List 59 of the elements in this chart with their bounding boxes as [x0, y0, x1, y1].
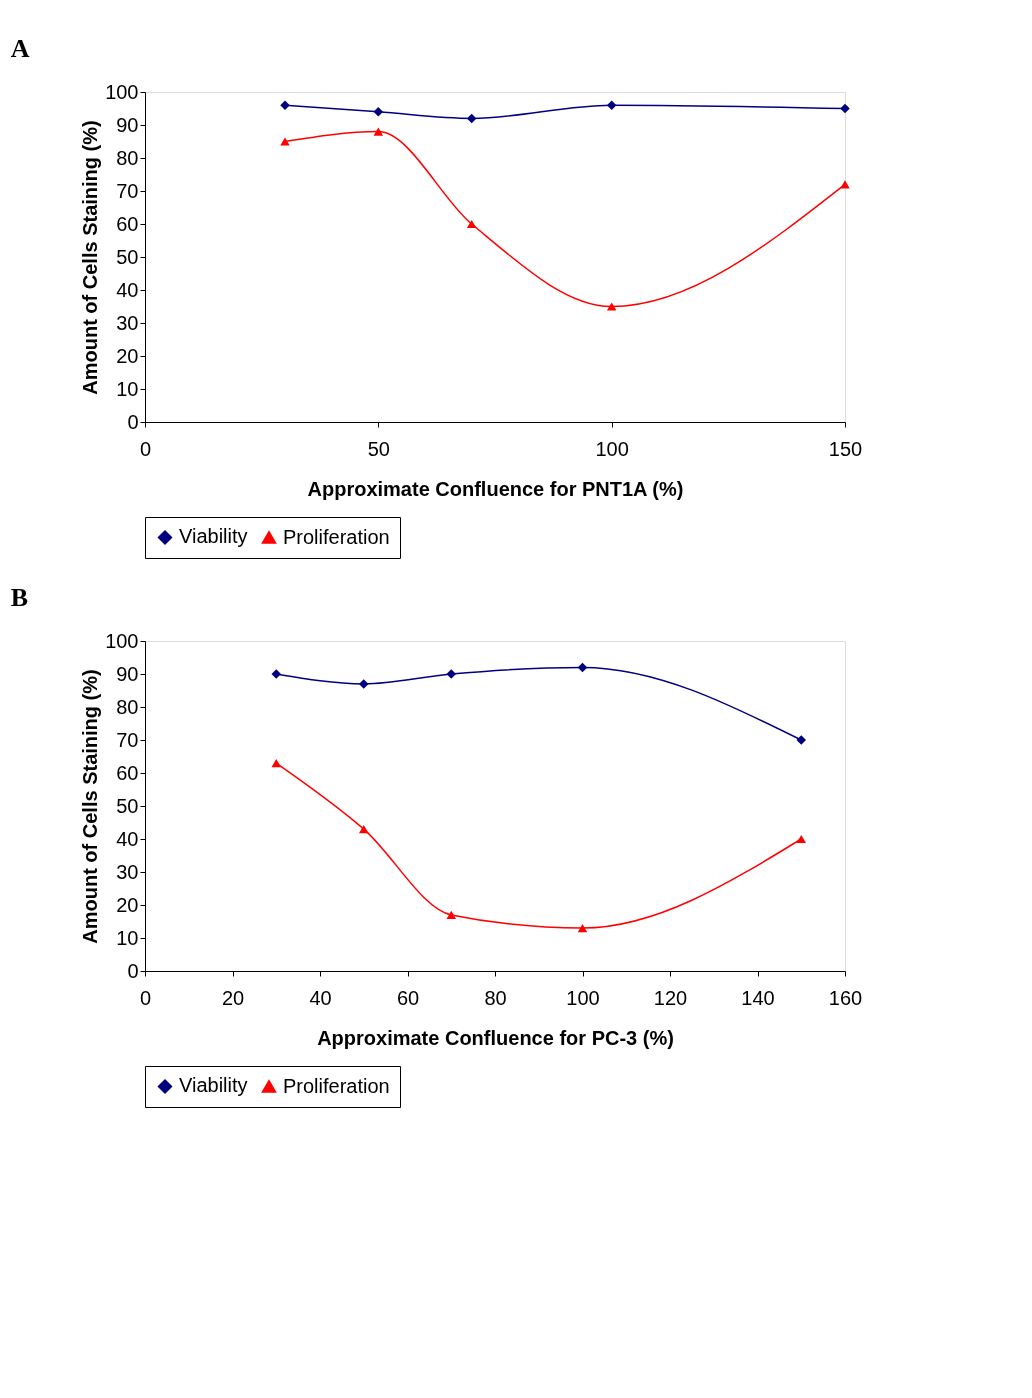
point	[271, 758, 281, 768]
y-tick-label: 70	[116, 179, 139, 202]
y-tick-label: 80	[116, 695, 139, 718]
x-tick-label: 150	[828, 437, 863, 460]
point	[606, 100, 617, 110]
y-tick-label: 70	[116, 728, 139, 751]
point	[373, 107, 384, 117]
y-tick-label: 10	[116, 377, 139, 400]
y-tick-label: 60	[116, 761, 139, 784]
y-axis-title: Amount of Cells Staining (%)	[79, 120, 102, 395]
y-tick-label: 20	[116, 344, 139, 367]
y-tick-label: 40	[116, 827, 139, 850]
legend-label: Proliferation	[283, 525, 390, 548]
point	[466, 113, 477, 124]
y-tick-label: 30	[116, 860, 139, 883]
y-tick-label: 30	[116, 311, 139, 334]
y-tick-label: 0	[127, 410, 139, 433]
y-tick-label: 90	[116, 662, 139, 685]
chart-title: A	[10, 34, 30, 63]
legend-label: Proliferation	[283, 1074, 390, 1097]
point	[373, 127, 384, 136]
point	[840, 103, 850, 114]
point	[840, 180, 850, 189]
point	[359, 824, 369, 834]
x-tick-label: 140	[741, 986, 775, 1009]
point	[359, 679, 369, 689]
point	[606, 302, 617, 311]
y-tick-label: 100	[105, 629, 139, 652]
point	[466, 219, 477, 229]
y-tick-label: 90	[116, 113, 139, 136]
y-tick-label: 0	[127, 959, 139, 982]
legend-label: Viability	[179, 1074, 248, 1097]
y-tick-label: 50	[116, 794, 139, 817]
x-tick-label: 120	[653, 986, 688, 1009]
x-axis-title: Approximate Confluence for PC-3 (%)	[317, 1026, 674, 1049]
y-tick-label: 40	[116, 278, 139, 301]
y-tick-label: 60	[116, 212, 139, 235]
x-axis-title: Approximate Confluence for PNT1A (%)	[307, 477, 684, 500]
x-tick-label: 100	[566, 986, 600, 1009]
y-tick-label: 20	[116, 893, 139, 916]
x-tick-label: 40	[309, 986, 332, 1009]
point	[796, 834, 806, 844]
x-tick-label: 80	[484, 986, 507, 1009]
x-tick-label: 160	[828, 986, 863, 1009]
y-axis-title: Amount of Cells Staining (%)	[79, 669, 102, 944]
x-tick-label: 50	[367, 437, 390, 460]
x-tick-label: 60	[396, 986, 420, 1009]
y-tick-label: 80	[116, 146, 139, 169]
legend-label: Viability	[179, 525, 248, 548]
x-tick-label: 100	[595, 437, 629, 460]
y-tick-label: 10	[116, 926, 139, 949]
point	[446, 910, 456, 920]
point	[577, 662, 588, 673]
x-tick-label: 20	[221, 986, 245, 1009]
point	[577, 923, 588, 933]
point	[280, 137, 290, 146]
y-tick-label: 100	[105, 80, 139, 103]
y-tick-label: 50	[116, 245, 139, 268]
chart-title: B	[10, 583, 28, 612]
